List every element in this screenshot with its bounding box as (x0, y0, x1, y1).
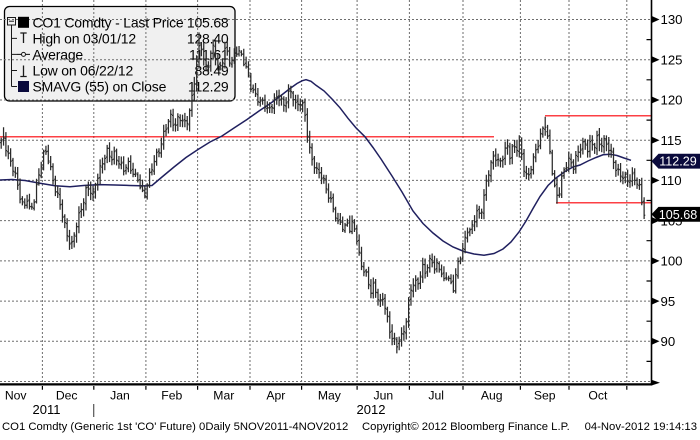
svg-text:2012: 2012 (357, 402, 386, 417)
svg-text:Oct: Oct (588, 389, 608, 403)
svg-text:Average: Average (33, 47, 84, 63)
svg-text:125: 125 (661, 52, 683, 67)
svg-text:CO1 Comdty (Generic 1st 'CO' F: CO1 Comdty (Generic 1st 'CO' Future) 0Da… (2, 421, 348, 433)
svg-text:Nov: Nov (5, 389, 28, 403)
svg-text:90: 90 (661, 334, 676, 349)
svg-text:Low on 06/22/12: Low on 06/22/12 (33, 63, 134, 79)
svg-text:115: 115 (661, 133, 682, 148)
svg-text:SMAVG (55) on Close: SMAVG (55) on Close (33, 79, 167, 95)
svg-text:Jun: Jun (373, 389, 393, 403)
svg-text:Sep: Sep (534, 389, 556, 403)
svg-text:130: 130 (661, 12, 683, 27)
svg-text:Aug: Aug (481, 389, 503, 403)
svg-text:Apr: Apr (266, 389, 285, 403)
svg-text:112.29: 112.29 (659, 155, 697, 169)
svg-text:Copyright© 2012 Bloomberg Fina: Copyright© 2012 Bloomberg Finance L.P. (362, 421, 570, 433)
svg-text:Dec: Dec (56, 389, 78, 403)
svg-text:04-Nov-2012 19:14:13: 04-Nov-2012 19:14:13 (585, 421, 697, 433)
svg-text:Feb: Feb (161, 389, 182, 403)
svg-text:Mar: Mar (213, 389, 234, 403)
svg-text:High on 03/01/12: High on 03/01/12 (33, 31, 137, 47)
svg-text:95: 95 (661, 294, 676, 309)
svg-text:Jul: Jul (428, 389, 444, 403)
svg-text:2011: 2011 (33, 402, 61, 417)
svg-text:Jan: Jan (110, 389, 130, 403)
svg-text:120: 120 (661, 93, 683, 108)
svg-text:110: 110 (661, 173, 682, 188)
svg-text:May: May (318, 389, 342, 403)
svg-text:CO1 Comdty - Last Price: CO1 Comdty - Last Price (33, 14, 184, 30)
svg-text:100: 100 (661, 254, 683, 269)
svg-text:128.40: 128.40 (187, 31, 229, 47)
svg-text:105.68: 105.68 (187, 14, 229, 30)
svg-text:105.68: 105.68 (659, 208, 698, 222)
